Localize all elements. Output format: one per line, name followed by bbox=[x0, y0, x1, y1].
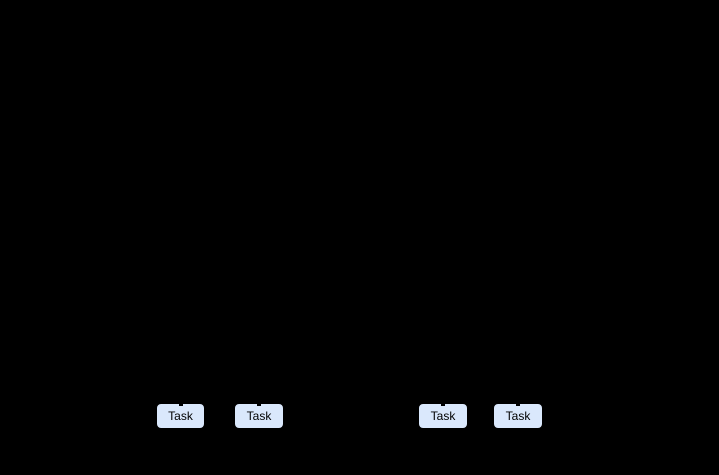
task-node-label: Task bbox=[505, 409, 531, 423]
connector-arrow-tip bbox=[441, 403, 445, 406]
connector-arrow-tip bbox=[516, 403, 520, 406]
connector-arrow-tip bbox=[178, 403, 183, 406]
task-node-label: Task bbox=[246, 409, 272, 423]
task-node-1[interactable]: Task bbox=[156, 403, 205, 429]
connector-arrow-tip bbox=[257, 403, 261, 406]
task-node-4[interactable]: Task bbox=[493, 403, 543, 429]
task-node-3[interactable]: Task bbox=[418, 403, 468, 429]
task-node-label: Task bbox=[430, 409, 456, 423]
task-node-2[interactable]: Task bbox=[234, 403, 284, 429]
task-node-label: Task bbox=[168, 409, 193, 423]
